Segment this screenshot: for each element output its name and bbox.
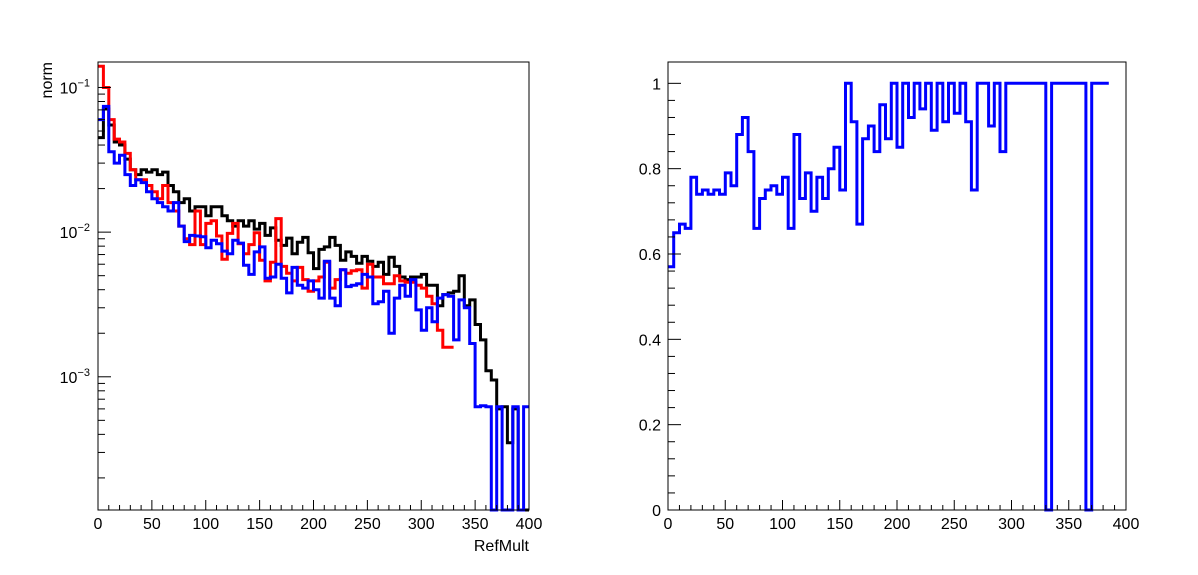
left-x-tick-label: 250 [354,516,381,533]
left-x-tick-label: 100 [192,516,219,533]
right-series-group [668,81,1109,512]
left-x-axis: 0 50 100 150 200 250 300 350 400 [94,500,543,533]
right-x-tick-label: 250 [941,516,968,533]
right-x-tick-label: 300 [998,516,1025,533]
left-x-tick-label: 350 [462,516,489,533]
left-series-group [98,64,529,512]
right-y-tick-label: 1 [652,76,661,93]
right-series-0 [668,81,1109,512]
left-panel: 0 50 100 150 200 250 300 350 400 10−1 10−2 10−3 Re… [39,61,543,555]
right-x-tick-label: 150 [826,516,853,533]
left-x-tick-label: 400 [516,516,543,533]
left-x-tick-label: 150 [246,516,273,533]
right-x-axis: 0 50 100 150 200 250 300 350 400 [664,500,1140,533]
right-x-tick-label: 0 [664,516,673,533]
left-y-axis: 10−1 10−2 10−3 [60,77,111,479]
right-y-tick-label: 0.4 [639,332,661,349]
left-y-tick-label: 10−1 [60,77,90,97]
right-panel: 0 50 100 150 200 250 300 350 400 0 0.2 0.4 0.6 0.8 1 [639,61,1140,533]
left-x-axis-label: RefMult [474,538,530,555]
left-series-2 [98,104,529,512]
left-y-tick-label: 10−2 [60,222,90,242]
right-x-tick-label: 350 [1055,516,1082,533]
right-y-tick-label: 0.2 [639,418,661,435]
right-x-tick-label: 100 [769,516,796,533]
right-y-tick-label: 0 [652,503,661,520]
left-x-tick-label: 50 [143,516,161,533]
left-y-tick-label: 10−3 [60,367,90,387]
right-y-tick-label: 0.8 [639,162,661,179]
right-y-tick-label: 0.6 [639,247,661,264]
right-x-tick-label: 400 [1113,516,1140,533]
left-x-tick-label: 300 [408,516,435,533]
right-x-tick-label: 200 [884,516,911,533]
left-x-tick-label: 200 [300,516,327,533]
right-x-tick-label: 50 [716,516,734,533]
left-x-tick-label: 0 [94,516,103,533]
left-y-axis-label: norm [39,62,56,98]
left-series-0 [98,107,529,512]
right-y-axis: 0 0.2 0.4 0.6 0.8 1 [639,76,681,520]
left-series-1 [98,64,454,349]
